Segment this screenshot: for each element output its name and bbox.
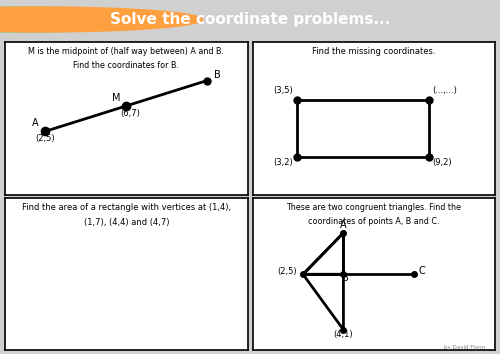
Text: (6,7): (6,7) (120, 109, 140, 118)
Text: (3,5): (3,5) (274, 86, 293, 95)
Text: coordinates of points A, B and C.: coordinates of points A, B and C. (308, 217, 440, 225)
Text: (2,5): (2,5) (278, 267, 297, 276)
Text: A: A (340, 220, 347, 230)
Text: B: B (342, 273, 349, 283)
Text: C: C (419, 266, 426, 276)
Circle shape (0, 7, 202, 32)
Text: Solve the coordinate problems...: Solve the coordinate problems... (110, 12, 390, 27)
Text: M is the midpoint of (half way between) A and B.: M is the midpoint of (half way between) … (28, 47, 224, 56)
Text: (9,2): (9,2) (432, 158, 452, 167)
Text: (3,2): (3,2) (274, 158, 293, 167)
Text: by David Flynn: by David Flynn (444, 346, 485, 350)
Text: (2,5): (2,5) (36, 135, 55, 143)
Text: (1,7), (4,4) and (4,7): (1,7), (4,4) and (4,7) (84, 218, 169, 227)
Text: (4,1): (4,1) (334, 330, 353, 339)
Text: (...,...): (...,...) (432, 86, 457, 95)
Text: B: B (214, 70, 220, 80)
Text: Find the coordinates for B.: Find the coordinates for B. (73, 61, 179, 70)
Text: Find the area of a rectangle with vertices at (1,4),: Find the area of a rectangle with vertic… (22, 203, 231, 212)
Circle shape (0, 7, 182, 32)
Text: M: M (112, 93, 120, 103)
Text: Find the missing coordinates.: Find the missing coordinates. (312, 47, 436, 56)
Text: These are two congruent triangles. Find the: These are two congruent triangles. Find … (286, 203, 461, 212)
Text: A: A (32, 118, 38, 128)
